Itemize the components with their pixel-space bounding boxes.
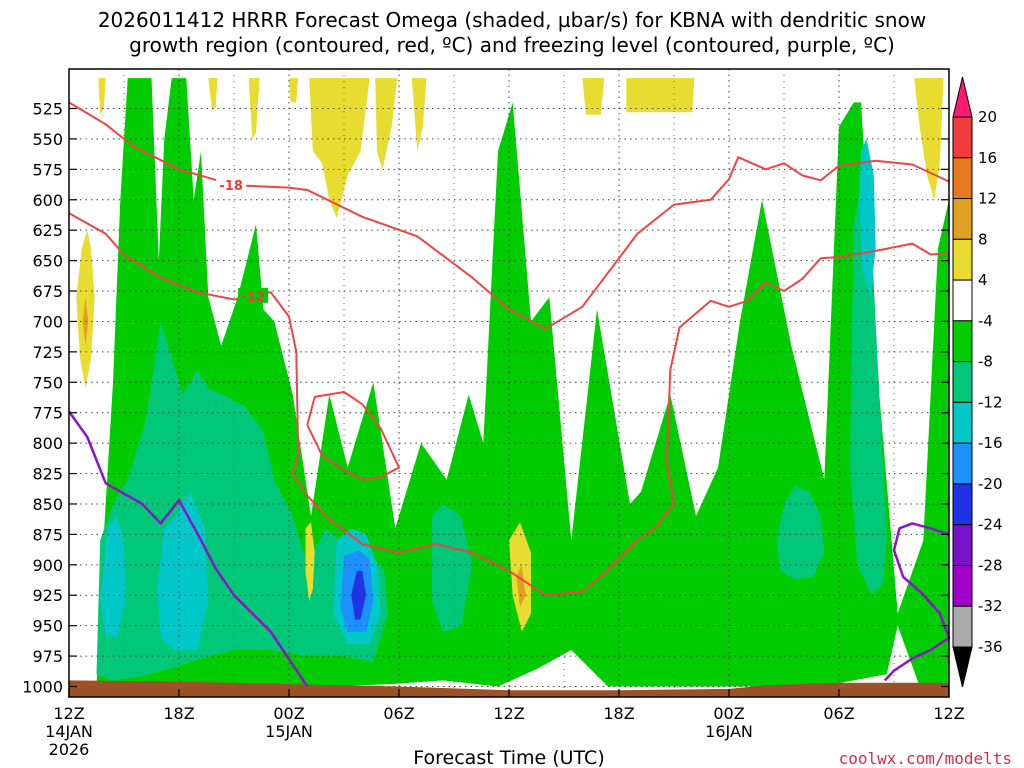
colorbar-label-4: 4 xyxy=(978,271,988,289)
y-tick-label-950: 950 xyxy=(32,617,63,636)
y-tick-label-725: 725 xyxy=(32,343,63,362)
colorbar-segment-10 xyxy=(952,524,973,566)
y-tick-label-650: 650 xyxy=(32,252,63,271)
y-tick-label-525: 525 xyxy=(32,100,63,119)
omega-region-16 xyxy=(289,78,299,103)
omega-region-8 xyxy=(859,138,876,298)
colorbar-label-7: -12 xyxy=(978,393,1003,411)
omega-region-2 xyxy=(776,485,825,580)
colorbar-bottom-triangle xyxy=(952,646,973,688)
colorbar-label-12: -32 xyxy=(978,597,1003,615)
contour-label-1: -12 xyxy=(241,290,265,305)
colorbar-segment-5 xyxy=(952,320,973,363)
omega-region-23 xyxy=(305,522,315,602)
y-tick-label-925: 925 xyxy=(32,586,63,605)
contour-label-bg-0 xyxy=(216,177,247,193)
colorbar-label-10: -24 xyxy=(978,516,1003,534)
colorbar-label-6: -8 xyxy=(978,353,993,371)
grid-lines xyxy=(69,69,949,697)
freezing-contour-1 xyxy=(883,522,951,682)
colorbar-label-3: 8 xyxy=(978,230,988,248)
chart-title-line2: growth region (contoured, red, ºC) and f… xyxy=(129,33,895,57)
x-tick-label-5: 18Z xyxy=(603,704,634,723)
plot-area: -18 -12 525 550 575 600 625 650 675 700 725 750 775… xyxy=(22,68,965,759)
x-tick-date-6: 16JAN xyxy=(705,722,753,741)
colorbar-segment-9 xyxy=(952,483,973,526)
colorbar-segment-8 xyxy=(952,442,973,485)
y-tick-label-975: 975 xyxy=(32,647,63,666)
x-tick-date-0: 14JAN xyxy=(45,722,93,741)
colorbar-segment-11 xyxy=(952,564,973,607)
chart-title-line1: 2026011412 HRRR Forecast Omega (shaded, … xyxy=(98,8,926,32)
y-tick-label-1000: 1000 xyxy=(22,678,63,697)
omega-region-20 xyxy=(582,78,605,115)
x-tick-label-4: 12Z xyxy=(493,704,524,723)
omega-region-25 xyxy=(516,564,526,608)
y-tick-label-850: 850 xyxy=(32,495,63,514)
omega-region-18 xyxy=(375,78,398,170)
x-tick-label-8: 12Z xyxy=(933,704,964,723)
colorbar-label-8: -16 xyxy=(978,434,1003,452)
x-tick-label-1: 18Z xyxy=(163,704,194,723)
x-tick-label-2: 00Z xyxy=(273,704,304,723)
colorbar-segment-12 xyxy=(952,605,973,648)
contour-label-bg-1 xyxy=(238,287,269,303)
dgz-contour-0 xyxy=(68,101,950,330)
y-tick-label-550: 550 xyxy=(32,130,63,149)
colorbar-segment-2 xyxy=(952,198,973,240)
y-tick-label-775: 775 xyxy=(32,404,63,423)
omega-region-15 xyxy=(248,78,260,139)
y-tick-label-800: 800 xyxy=(32,434,63,453)
x-tick-label-6: 00Z xyxy=(713,704,744,723)
contour-label-0: -18 xyxy=(219,179,243,194)
omega-region-14 xyxy=(208,78,218,109)
x-tick-label-3: 06Z xyxy=(383,704,414,723)
x-tick-label-0: 12Z xyxy=(53,704,84,723)
x-tick-date-2: 15JAN xyxy=(265,722,313,741)
y-tick-label-600: 600 xyxy=(32,191,63,210)
colorbar-label-1: 16 xyxy=(978,149,997,167)
y-tick-label-700: 700 xyxy=(32,312,63,331)
x-tick-year-0: 2026 xyxy=(49,740,90,759)
y-tick-label-875: 875 xyxy=(32,525,63,544)
y-tick-label-825: 825 xyxy=(32,465,63,484)
omega-region-10 xyxy=(351,570,366,620)
omega-region-5 xyxy=(100,516,126,638)
omega-region-17 xyxy=(309,78,370,218)
omega-region-4 xyxy=(432,504,473,632)
y-tick-label-750: 750 xyxy=(32,373,63,392)
colorbar-label-0: 20 xyxy=(978,108,997,126)
colorbar-label-9: -20 xyxy=(978,475,1003,493)
omega-region-19 xyxy=(411,78,427,152)
omega-region-3 xyxy=(850,175,887,596)
colorbar-top-triangle xyxy=(952,76,973,118)
temperature-contours: -18 -12 xyxy=(67,101,951,688)
freezing-contour-0 xyxy=(67,410,309,688)
colorbar-label-11: -28 xyxy=(978,556,1003,574)
y-tick-label-625: 625 xyxy=(32,221,63,240)
omega-region-13 xyxy=(98,78,106,115)
x-tick-label-7: 06Z xyxy=(823,704,854,723)
colorbar: 20 16 12 8 4 -4 -8 -12 -16 -20 -24 -28 -32 -36 xyxy=(952,76,1003,688)
colorbar-label-5: -4 xyxy=(978,312,993,330)
y-tick-label-575: 575 xyxy=(32,160,63,179)
colorbar-segment-1 xyxy=(952,157,973,200)
y-axis-ticks: 525 550 575 600 625 650 675 700 725 750 775 800 825 8… xyxy=(22,100,949,697)
y-tick-label-675: 675 xyxy=(32,282,63,301)
colorbar-segment-3 xyxy=(952,238,973,281)
colorbar-label-13: -36 xyxy=(978,638,1003,656)
dgz-contour-2 xyxy=(306,391,400,481)
colorbar-segment-6 xyxy=(952,361,973,403)
credit-text: coolwx.com/modelts xyxy=(839,749,1012,768)
omega-region-21 xyxy=(626,78,695,113)
colorbar-label-2: 12 xyxy=(978,190,997,208)
colorbar-segment-0 xyxy=(952,116,973,159)
y-tick-label-900: 900 xyxy=(32,556,63,575)
colorbar-segment-4 xyxy=(952,279,973,322)
x-axis-label: Forecast Time (UTC) xyxy=(413,747,604,768)
colorbar-segment-7 xyxy=(952,401,973,444)
